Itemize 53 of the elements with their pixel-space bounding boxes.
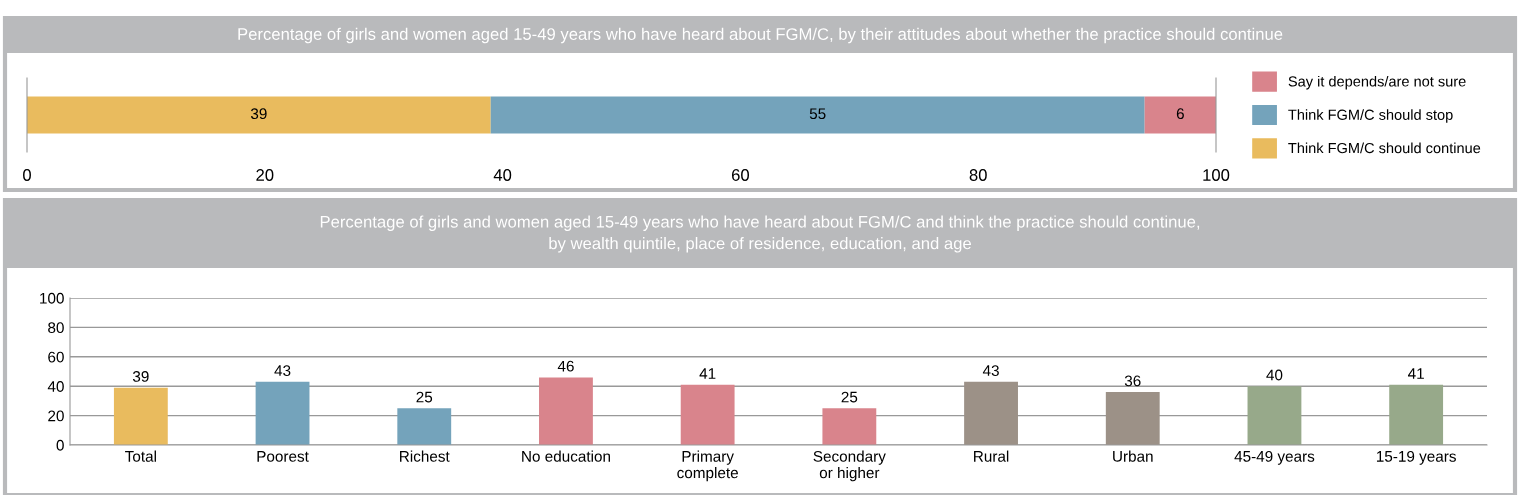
bar <box>113 387 168 445</box>
x-tick-label: Urban <box>1113 450 1153 462</box>
data-label: 25 <box>416 391 433 403</box>
data-label: 41 <box>1408 368 1424 379</box>
data-label: 39 <box>250 108 267 120</box>
data-label: 43 <box>982 365 999 376</box>
y-tick-label: 80 <box>48 322 64 334</box>
x-tick-label: Primary complete <box>677 450 738 482</box>
bar <box>1105 392 1160 445</box>
data-label: 36 <box>1124 375 1141 387</box>
y-tick-label: 60 <box>48 351 64 363</box>
y-tick-label: 40 <box>47 381 64 392</box>
x-tick-label: 100 <box>1203 169 1230 181</box>
bar <box>1144 96 1216 134</box>
bar <box>822 408 877 445</box>
data-label: 46 <box>557 360 574 372</box>
data-label: 41 <box>699 368 716 379</box>
data-label: 40 <box>1266 369 1283 381</box>
x-tick-label: Total <box>125 450 156 462</box>
legend-label: Think FGM/C should stop <box>1288 109 1453 123</box>
data-label: 43 <box>274 365 291 376</box>
x-tick-label: 40 <box>493 169 512 181</box>
data-label: 6 <box>1176 108 1184 120</box>
y-tick-label: 100 <box>40 292 64 304</box>
data-label: 25 <box>841 391 858 403</box>
legend-label: Think FGM/C should continue <box>1288 142 1481 154</box>
chart-title: Percentage of girls and women aged 15-49 years who have heard about FGM/C and think the practice should continue, by wealth quintile, place of residence, education, and age <box>320 215 1200 253</box>
legend-label: Say it depends/are not sure <box>1288 75 1466 90</box>
x-tick-label: 0 <box>23 169 31 181</box>
bar <box>255 381 310 445</box>
bar <box>1247 386 1302 445</box>
bar <box>1389 384 1444 445</box>
chart-title: Percentage of girls and women aged 15-49 years who have heard about FGM/C, by their attitudes about whether the practice should continue <box>238 27 1283 44</box>
x-tick-label: Rural <box>974 450 1009 462</box>
x-tick-label: 20 <box>256 169 274 181</box>
x-tick-label: 60 <box>731 169 750 181</box>
x-tick-label: 15-19 years <box>1376 450 1456 465</box>
x-tick-label: 45-49 years <box>1234 450 1315 465</box>
x-tick-label: Poorest <box>257 451 309 462</box>
y-tick-label: 0 <box>56 439 64 451</box>
y-tick-label: 20 <box>48 410 64 422</box>
data-label: 39 <box>132 371 149 382</box>
bar <box>539 377 593 445</box>
x-tick-label: Secondary or higher <box>813 450 886 482</box>
bar <box>27 96 491 134</box>
x-tick-label: 80 <box>969 169 987 181</box>
bar <box>680 384 735 445</box>
bar <box>490 96 1145 134</box>
bar <box>397 408 452 445</box>
bar <box>964 381 1018 445</box>
data-label: 55 <box>809 108 826 120</box>
x-tick-label: No education <box>522 450 610 462</box>
x-tick-label: Richest <box>400 450 450 462</box>
